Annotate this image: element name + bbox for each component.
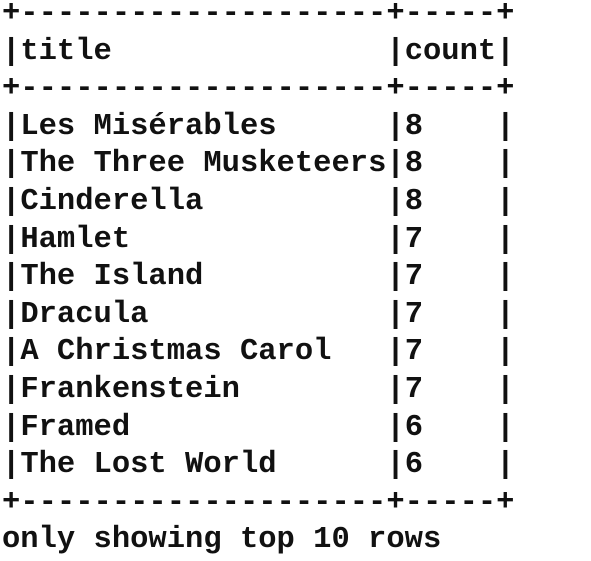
- column-separator: |: [2, 448, 21, 483]
- table-row: |A Christmas Carol |7 |: [2, 334, 515, 372]
- cell-padding: [423, 260, 496, 294]
- cell-title: The Lost World: [20, 448, 277, 483]
- cell-padding: [277, 448, 387, 482]
- cell-padding: [277, 110, 387, 144]
- cell-padding: [130, 223, 386, 257]
- cell-padding: [423, 147, 496, 181]
- cell-title: Dracula: [20, 297, 149, 332]
- table-row: |Les Misérables |8 |: [2, 109, 515, 147]
- cell-padding: [203, 185, 386, 219]
- cell-count: 8: [404, 109, 424, 144]
- cell-count: 8: [404, 147, 423, 182]
- column-separator: |: [386, 260, 405, 295]
- cell-padding: [423, 335, 496, 369]
- footer-message: only showing top 10 rows: [2, 522, 441, 560]
- cell-title: The Island: [20, 260, 204, 295]
- column-separator: |: [496, 34, 515, 69]
- column-separator: |: [496, 147, 515, 182]
- column-separator: |: [2, 335, 21, 370]
- column-separator: |: [386, 222, 405, 257]
- column-separator: |: [386, 109, 405, 144]
- column-separator: |: [386, 448, 405, 483]
- column-separator: |: [496, 297, 515, 332]
- table-row: |Hamlet |7 |: [2, 222, 515, 260]
- column-separator: |: [2, 410, 21, 445]
- cell-count: 7: [404, 335, 424, 370]
- column-header-count: count: [404, 34, 497, 69]
- table-row: |Cinderella |8 |: [2, 184, 515, 222]
- column-separator: |: [2, 373, 21, 407]
- cell-padding: [423, 448, 496, 482]
- column-separator: |: [496, 410, 515, 445]
- column-separator: |: [496, 260, 515, 295]
- column-separator: |: [496, 109, 515, 144]
- cell-padding: [423, 185, 496, 219]
- table-border-top: +--------------------+-----+: [2, 0, 514, 34]
- cell-count: 7: [404, 297, 424, 332]
- column-separator: |: [2, 185, 21, 219]
- table-row: |Dracula |7 |: [2, 297, 515, 335]
- table-row: |The Lost World |6 |: [2, 447, 515, 485]
- cell-padding: [130, 411, 386, 445]
- cell-count: 7: [404, 222, 424, 257]
- cell-padding: [240, 373, 386, 407]
- column-header-title: title: [20, 34, 112, 69]
- cell-count: 7: [404, 260, 423, 295]
- cell-padding: [203, 260, 386, 294]
- table-border-bottom: +--------------------+-----+: [2, 485, 514, 523]
- cell-title: Frankenstein: [20, 373, 240, 407]
- column-separator: |: [2, 34, 21, 69]
- cell-title: Hamlet: [20, 222, 131, 257]
- cell-title: The Three Musketeers: [20, 147, 387, 182]
- column-separator: |: [2, 222, 21, 257]
- column-separator: |: [496, 185, 515, 219]
- column-separator: |: [2, 297, 21, 332]
- table-border-text: +--------------------+-----+: [2, 485, 515, 520]
- cell-count: 6: [404, 448, 424, 483]
- table-border-text: +--------------------+-----+: [2, 72, 515, 107]
- cell-padding: [423, 223, 496, 257]
- column-separator: |: [386, 147, 405, 182]
- table-border-header: +--------------------+-----+: [2, 71, 514, 109]
- cell-padding: [423, 373, 496, 407]
- table-row: |The Three Musketeers|8 |: [2, 146, 515, 184]
- column-separator: |: [2, 147, 21, 182]
- table-row: |The Island |7 |: [2, 259, 515, 297]
- cell-title: Framed: [20, 410, 131, 445]
- cell-padding: [148, 298, 386, 332]
- column-separator: |: [496, 222, 515, 257]
- column-separator: |: [386, 335, 405, 370]
- cell-title: Les Misérables: [20, 109, 277, 144]
- cell-padding: [423, 298, 496, 332]
- column-separator: |: [496, 335, 515, 370]
- column-separator: |: [386, 373, 405, 407]
- table-row: |Framed |6 |: [2, 410, 515, 448]
- column-separator: |: [496, 448, 515, 483]
- column-separator: |: [386, 34, 405, 69]
- cell-padding: [423, 110, 496, 144]
- column-separator: |: [2, 109, 21, 144]
- cell-count: 7: [404, 373, 424, 407]
- cell-padding: [423, 411, 496, 445]
- column-separator: |: [2, 260, 21, 295]
- table-border-text: +--------------------+-----+: [2, 0, 515, 31]
- cell-padding: [331, 335, 386, 369]
- column-separator: |: [386, 185, 405, 219]
- table-row: |Frankenstein |7 |: [2, 372, 515, 410]
- cell-title: Cinderella: [20, 185, 204, 219]
- cell-padding: [112, 35, 387, 69]
- column-separator: |: [386, 410, 405, 445]
- cell-title: A Christmas Carol: [20, 335, 332, 370]
- table-header-row: |title |count|: [2, 34, 515, 72]
- footer-text: only showing top 10 rows: [2, 523, 442, 558]
- cell-count: 8: [404, 185, 423, 219]
- column-separator: |: [386, 297, 405, 332]
- column-separator: |: [496, 373, 515, 407]
- cell-count: 6: [404, 410, 424, 445]
